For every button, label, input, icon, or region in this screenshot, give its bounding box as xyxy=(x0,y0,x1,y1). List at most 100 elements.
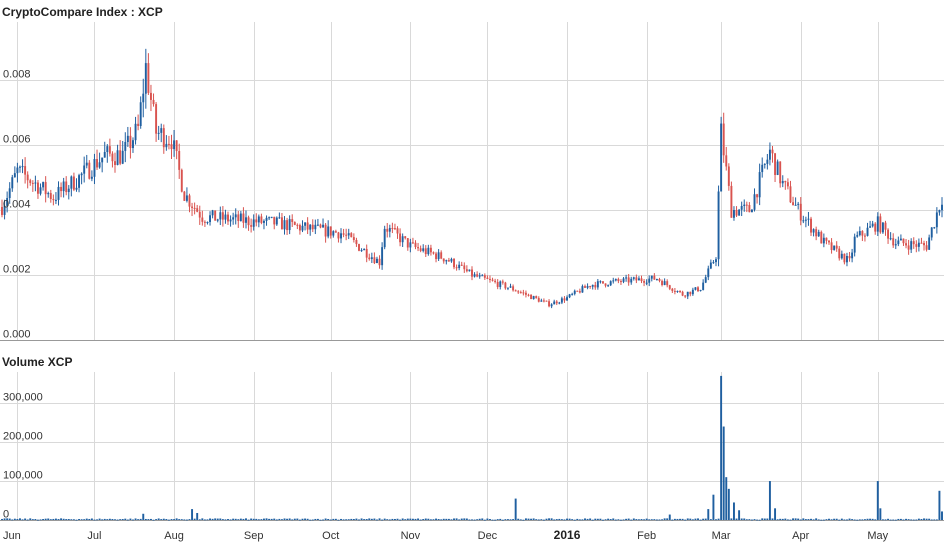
volume-bar xyxy=(365,519,368,520)
volume-bar xyxy=(655,519,658,521)
volume-bar xyxy=(810,518,812,520)
volume-bar xyxy=(681,518,684,520)
volume-bar xyxy=(381,519,384,521)
candle-body xyxy=(524,292,527,295)
volume-bar xyxy=(183,519,186,521)
candle-body xyxy=(655,278,658,280)
price-y-tick-label: 0.008 xyxy=(3,69,31,81)
candle-body xyxy=(653,275,656,280)
volume-bar xyxy=(794,518,797,520)
candle-body xyxy=(121,150,124,164)
volume-y-tick-label: 0 xyxy=(3,509,9,521)
candle-body xyxy=(935,212,938,228)
candle-body xyxy=(370,257,373,260)
candle-body xyxy=(535,296,538,299)
candle-body xyxy=(838,248,841,259)
volume-bar xyxy=(114,519,116,521)
candle-body xyxy=(31,182,34,184)
candle-body xyxy=(920,242,923,244)
volume-bar xyxy=(96,519,98,521)
candle-body xyxy=(352,237,355,241)
volume-bar xyxy=(491,519,494,521)
volume-bar xyxy=(874,519,877,521)
volume-bar xyxy=(211,518,214,520)
candle-body xyxy=(229,219,232,222)
volume-bar xyxy=(599,518,602,520)
candle-body xyxy=(440,252,443,259)
candle-body xyxy=(881,222,884,233)
volume-bar xyxy=(637,519,640,521)
volume-bar xyxy=(648,519,651,521)
volume-bar xyxy=(789,519,792,521)
volume-bar xyxy=(245,518,247,520)
candle-body xyxy=(165,143,168,148)
volume-bar xyxy=(928,518,931,520)
candle-body xyxy=(458,264,461,269)
volume-bar xyxy=(29,518,32,520)
volume-bar xyxy=(715,519,717,521)
volume-bar xyxy=(422,519,425,520)
volume-bar xyxy=(812,519,815,521)
volume-bar xyxy=(720,375,723,520)
candle-body xyxy=(750,209,753,213)
volume-bar xyxy=(748,519,751,520)
volume-bar xyxy=(103,518,106,520)
volume-bar xyxy=(232,518,235,520)
volume-bar xyxy=(530,518,533,520)
volume-bar xyxy=(80,519,83,521)
candle-body xyxy=(697,287,699,292)
candle-body xyxy=(496,281,499,287)
candle-body xyxy=(681,291,684,296)
candle-body xyxy=(376,258,378,264)
volume-bar xyxy=(368,518,371,520)
candle-body xyxy=(619,281,622,283)
candle-body xyxy=(116,150,119,165)
candle-body xyxy=(155,104,158,134)
candle-body xyxy=(637,278,640,281)
volume-bar xyxy=(609,519,612,520)
candle-body xyxy=(799,203,802,221)
candle-body xyxy=(11,177,14,189)
candle-body xyxy=(273,216,276,225)
candle-body xyxy=(494,280,497,282)
volume-bar xyxy=(453,518,455,520)
candle-body xyxy=(745,204,748,206)
candle-body xyxy=(1,206,3,215)
volume-bar xyxy=(447,518,450,520)
volume-bar xyxy=(173,519,176,520)
x-tick-label: Jul xyxy=(87,530,101,542)
volume-bar xyxy=(62,518,65,520)
volume-bar xyxy=(632,518,635,520)
volume-bar xyxy=(224,519,227,521)
volume-bar xyxy=(298,519,301,521)
x-tick-label: Mar xyxy=(712,530,731,542)
volume-bar xyxy=(558,518,561,520)
candle-body xyxy=(78,175,81,188)
volume-bar xyxy=(828,518,830,520)
candle-body xyxy=(825,237,828,241)
volume-bar xyxy=(545,518,548,520)
volume-bar xyxy=(910,519,913,521)
volume-bar xyxy=(429,519,432,521)
volume-bar xyxy=(774,508,777,520)
volume-bar xyxy=(155,519,158,520)
candle-body xyxy=(555,301,558,304)
volume-bar xyxy=(247,519,250,521)
candle-body xyxy=(822,237,825,244)
candle-body xyxy=(170,144,173,150)
candle-body xyxy=(167,143,170,145)
candle-body xyxy=(80,173,83,176)
candle-body xyxy=(560,298,563,303)
volume-bar xyxy=(111,519,114,520)
volume-bar xyxy=(858,519,861,521)
volume-bar xyxy=(825,519,828,520)
candle-body xyxy=(483,275,486,278)
candle-body xyxy=(581,286,584,293)
volume-bar xyxy=(347,519,350,521)
volume-bar xyxy=(509,519,512,521)
volume-bar xyxy=(311,519,314,521)
volume-chart-title: Volume XCP xyxy=(2,355,72,369)
volume-bar xyxy=(147,519,150,520)
candle-body xyxy=(347,233,350,236)
candle-body xyxy=(75,187,78,190)
